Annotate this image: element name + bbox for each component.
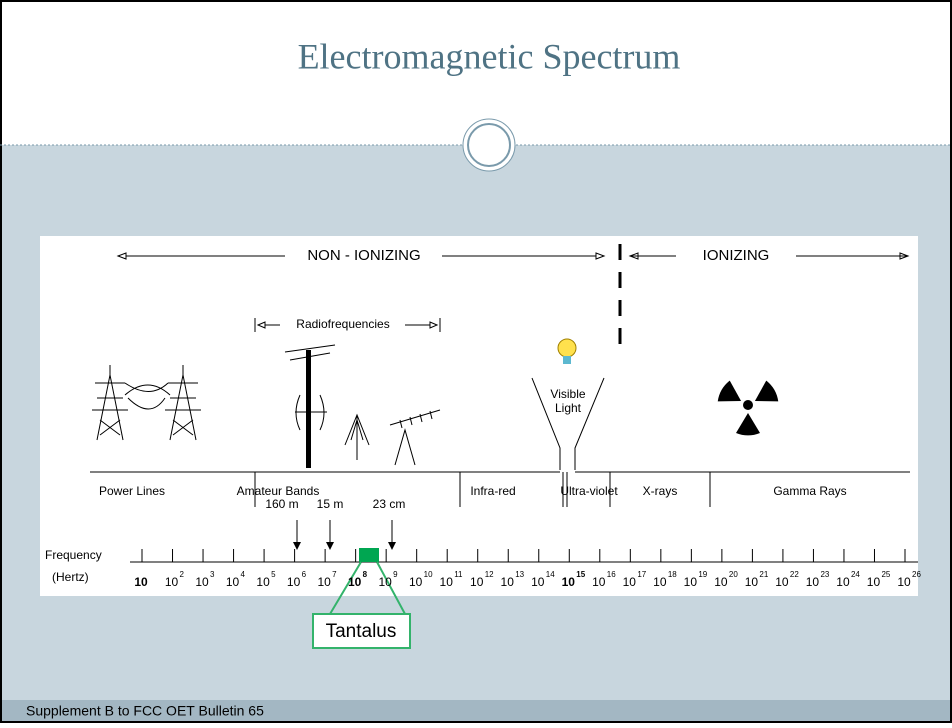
antenna-mast: [306, 350, 311, 468]
tick-base: 10: [531, 575, 545, 589]
marker-label: 160 m: [265, 497, 298, 511]
tick-exponent: 3: [210, 570, 215, 579]
tick-exponent: 10: [424, 570, 433, 579]
region-label: NON - IONIZING: [307, 247, 420, 264]
divider-circle-inner: [467, 123, 511, 167]
tick-base: 10: [684, 575, 698, 589]
tick-exponent: 17: [637, 570, 646, 579]
tick-base: 10: [714, 575, 728, 589]
callout-text: Tantalus: [326, 621, 397, 642]
tick-exponent: 5: [271, 570, 276, 579]
tick-base: 10: [348, 575, 362, 589]
callout-box: [312, 613, 411, 649]
tick-exponent: 9: [393, 570, 398, 579]
tick-base: 10: [775, 575, 789, 589]
tick-base: 10: [409, 575, 423, 589]
tick-base: 10: [501, 575, 515, 589]
tick-exponent: 15: [576, 570, 585, 579]
tick-base: 10: [867, 575, 881, 589]
arrowheads: [256, 321, 439, 329]
tick-base: 10: [134, 575, 148, 589]
tick-base: 10: [378, 575, 392, 589]
marker-label: 15 m: [317, 497, 344, 511]
tick-base: 10: [317, 575, 331, 589]
band-label: Amateur Bands: [237, 484, 320, 498]
spectrum-diagram: NON - IONIZING IONIZING Radiofrequencies…: [40, 236, 921, 649]
visible-label: Visible: [550, 387, 585, 401]
tick-base: 10: [256, 575, 270, 589]
tick-base: 10: [562, 575, 576, 589]
tick-exponent: 25: [881, 570, 890, 579]
tick-base: 10: [806, 575, 820, 589]
power-lines-icon: [92, 365, 201, 441]
tick-base: 10: [470, 575, 484, 589]
tick-base: 10: [897, 575, 911, 589]
tick-base: 10: [623, 575, 637, 589]
tick-exponent: 19: [698, 570, 707, 579]
band-label: Infra-red: [470, 484, 515, 498]
footer-text: Supplement B to FCC OET Bulletin 65: [26, 703, 264, 719]
callout-lines: [329, 561, 406, 615]
tick-exponent: 8: [363, 570, 368, 579]
tick-exponent: 26: [912, 570, 921, 579]
tick-base: 10: [592, 575, 606, 589]
tick-exponent: 13: [515, 570, 524, 579]
tick-exponent: 22: [790, 570, 799, 579]
rf-label: Radiofrequencies: [296, 317, 389, 331]
tick-exponent: 2: [180, 570, 185, 579]
axis-label: (Hertz): [52, 570, 89, 584]
tick-base: 10: [653, 575, 667, 589]
tick-base: 10: [745, 575, 759, 589]
band-label: Gamma Rays: [773, 484, 846, 498]
band-label: X-rays: [643, 484, 678, 498]
bulb-base: [563, 356, 571, 364]
arrowheads: [116, 252, 910, 260]
slide-title: Electromagnetic Spectrum: [298, 36, 681, 76]
tick-exponent: 24: [851, 570, 860, 579]
tick-exponent: 23: [820, 570, 829, 579]
tick-base: 10: [287, 575, 301, 589]
band-dividers: [90, 471, 910, 507]
tick-exponent: 7: [332, 570, 337, 579]
tick-base: 10: [836, 575, 850, 589]
rf-bracket: [254, 318, 441, 332]
tick-exponent: 18: [668, 570, 677, 579]
tick-exponent: 4: [241, 570, 246, 579]
radiation-icon: [717, 380, 779, 436]
band-label: Power Lines: [99, 484, 165, 498]
visible-label: Light: [555, 401, 582, 415]
tick-base: 10: [195, 575, 209, 589]
tick-base: 10: [226, 575, 240, 589]
diagram-panel: [40, 236, 918, 596]
tantalus-band: [359, 548, 379, 562]
tick-exponent: 11: [454, 570, 463, 579]
antenna-icons: [284, 344, 441, 466]
tick-base: 10: [440, 575, 454, 589]
region-label: IONIZING: [703, 247, 770, 264]
bulb: [557, 338, 577, 358]
tick-exponent: 6: [302, 570, 307, 579]
tick-exponent: 14: [546, 570, 555, 579]
tick-exponent: 21: [759, 570, 768, 579]
tick-base: 10: [165, 575, 179, 589]
band-label: Ultra-violet: [560, 484, 618, 498]
tick-exponent: 16: [607, 570, 616, 579]
footer-bar: [0, 700, 952, 723]
tick-exponent: 12: [485, 570, 494, 579]
tick-exponent: 20: [729, 570, 738, 579]
visible-funnel: [531, 377, 605, 470]
marker-label: 23 cm: [373, 497, 406, 511]
axis-label: Frequency: [45, 548, 102, 562]
